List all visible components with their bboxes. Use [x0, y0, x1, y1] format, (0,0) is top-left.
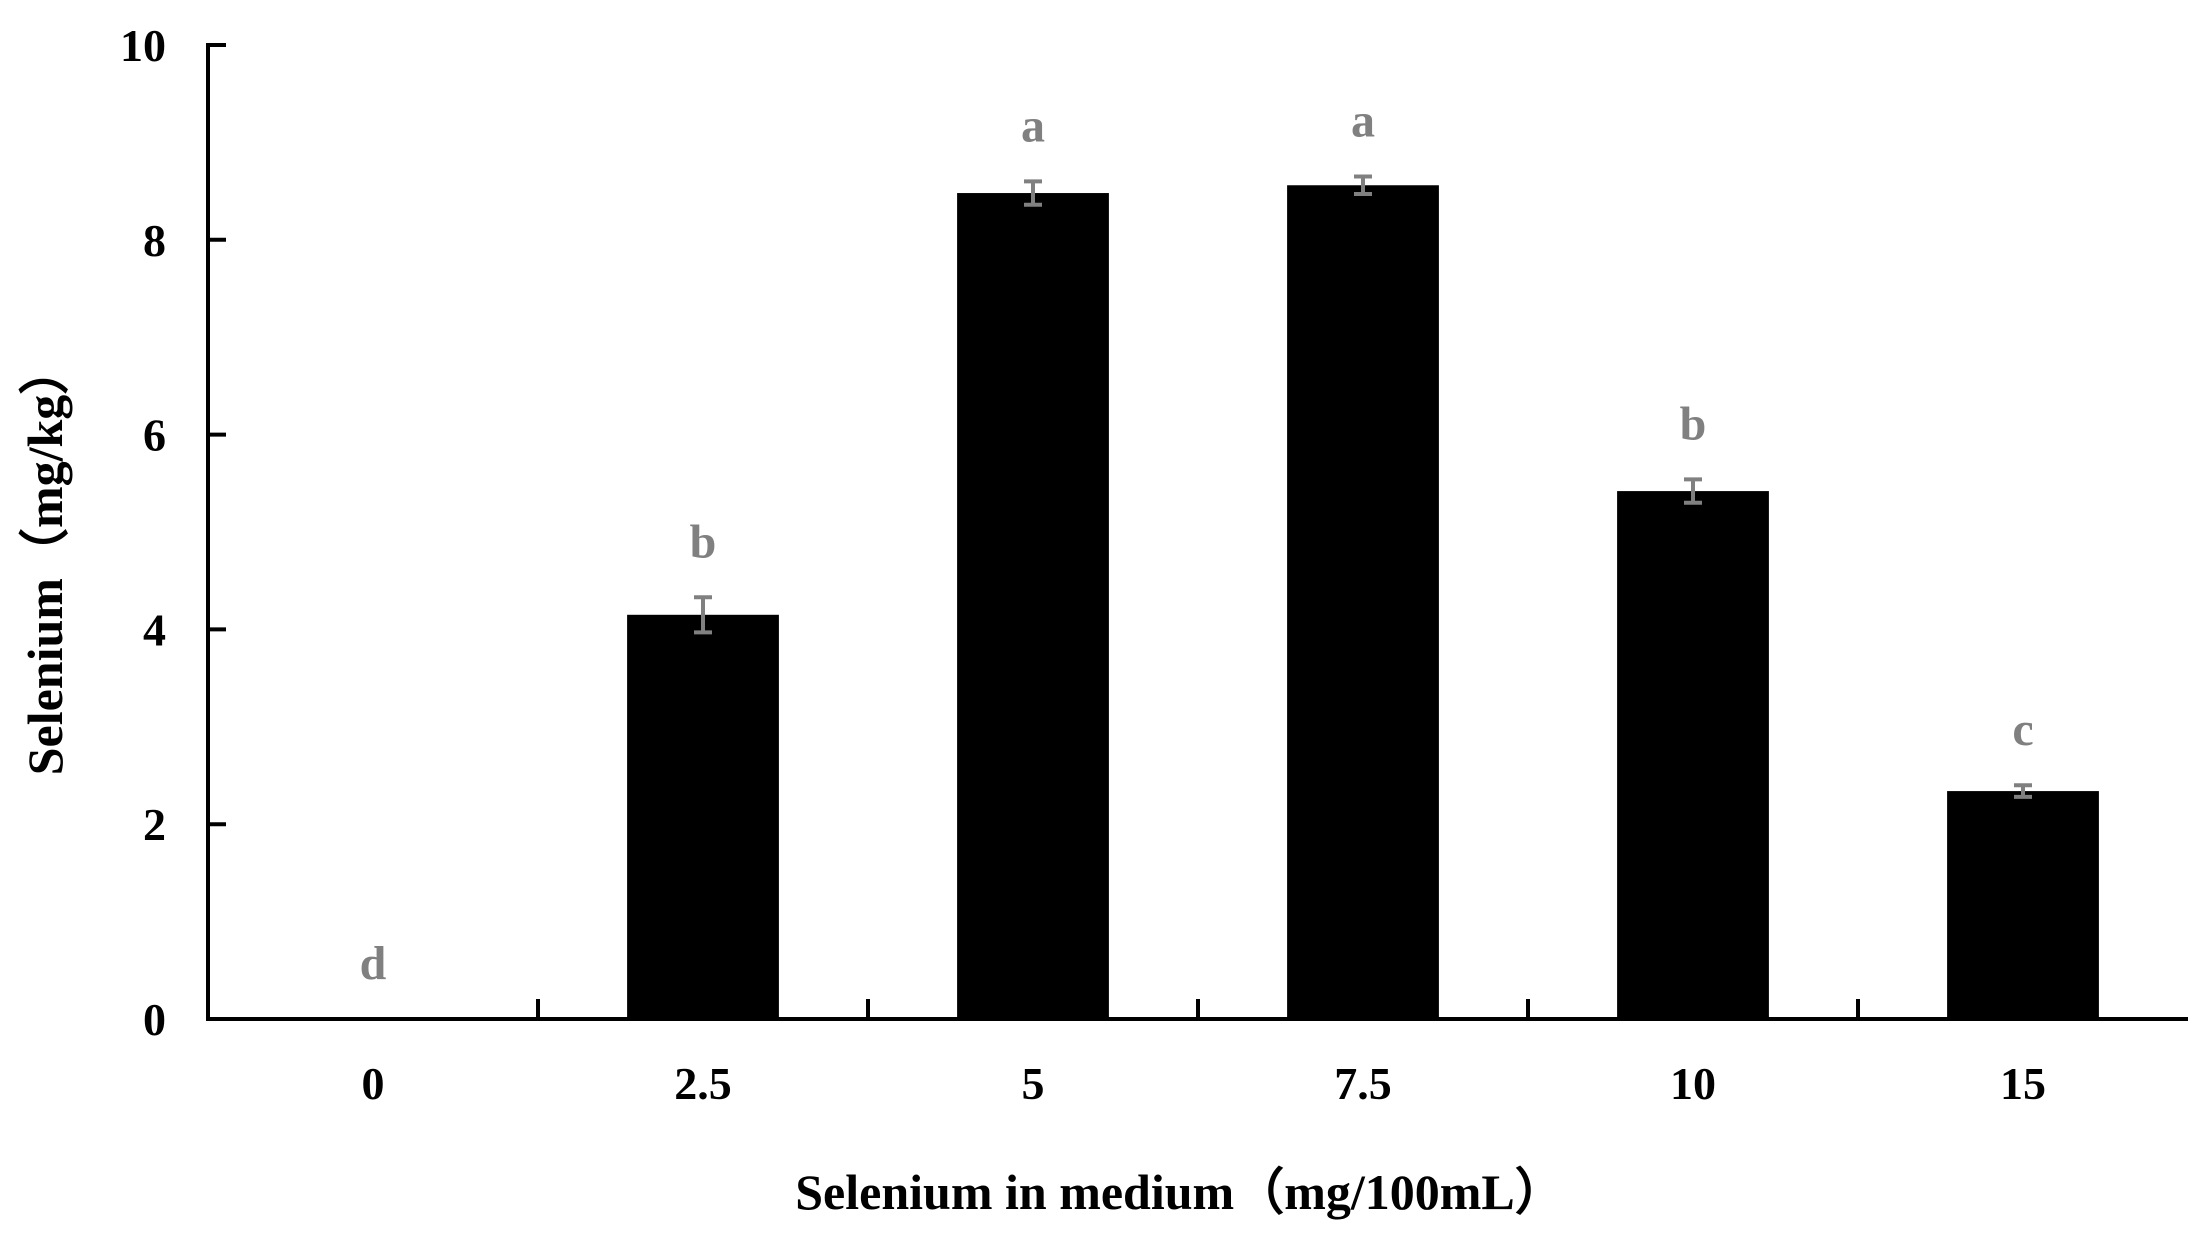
y-axis-title: Selenium（mg/kg）: [17, 345, 73, 776]
x-axis-title: Selenium in medium（mg/100mL）: [795, 1164, 1564, 1220]
y-tick-label-10: 10: [120, 20, 166, 71]
x-tick-label-10: 10: [1670, 1058, 1716, 1109]
significance-labels-group: d b a a b c: [360, 94, 2034, 990]
y-tick-label-8: 8: [143, 215, 166, 266]
bar-7.5: [1287, 185, 1439, 1020]
x-tick-label-7.5: 7.5: [1334, 1058, 1392, 1109]
bars-group: [627, 185, 2099, 1020]
x-ticks-group: 0 2.5 5 7.5 10 15: [362, 999, 2046, 1109]
bar-10: [1617, 491, 1769, 1019]
y-tick-label-4: 4: [143, 604, 166, 655]
significance-label-7.5: a: [1351, 94, 1375, 147]
significance-label-15: c: [2012, 703, 2033, 756]
significance-label-2.5: b: [690, 515, 717, 568]
y-ticks-group: 0 2 4 6 8 10: [120, 20, 226, 1045]
x-tick-label-5: 5: [1022, 1058, 1045, 1109]
significance-label-5: a: [1021, 99, 1045, 152]
x-tick-label-15: 15: [2000, 1058, 2046, 1109]
bar-5: [957, 193, 1109, 1020]
error-bars-group: [694, 174, 2032, 799]
bar-15: [1947, 791, 2099, 1019]
y-tick-label-0: 0: [143, 994, 166, 1045]
x-tick-label-0: 0: [362, 1058, 385, 1109]
axes-group: [206, 43, 2188, 1021]
x-tick-label-2.5: 2.5: [674, 1058, 732, 1109]
y-tick-label-6: 6: [143, 410, 166, 461]
significance-label-0: d: [360, 937, 387, 990]
bar-2.5: [627, 614, 779, 1019]
y-tick-label-2: 2: [143, 799, 166, 850]
significance-label-10: b: [1680, 397, 1707, 450]
